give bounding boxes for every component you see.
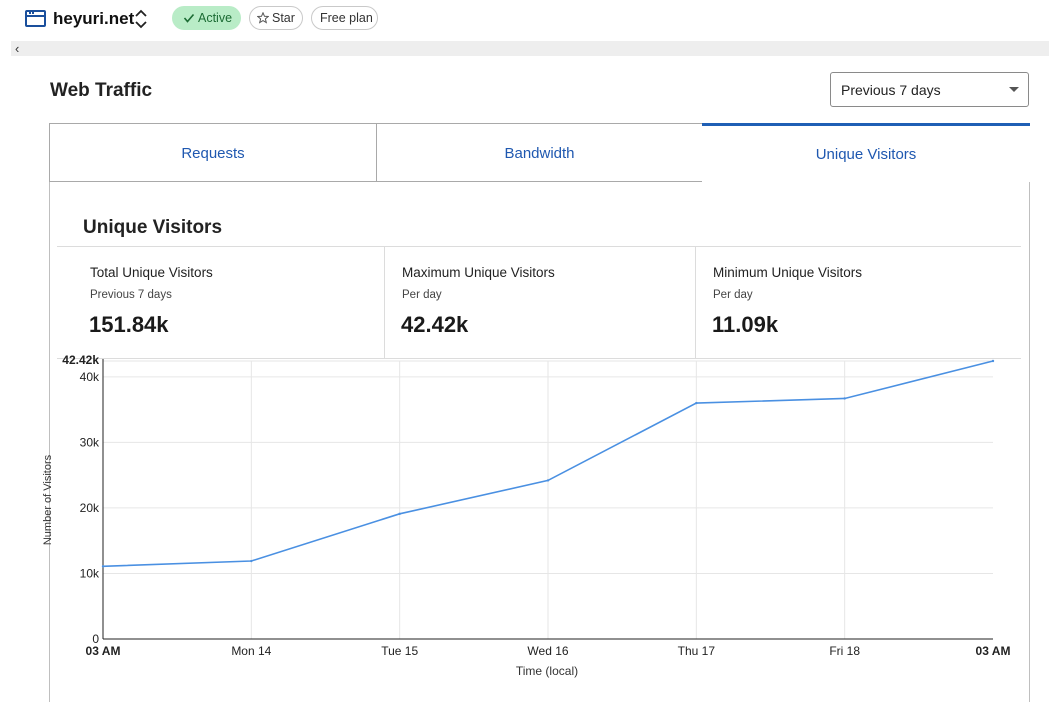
x-tick-label: 03 AM — [976, 644, 1011, 658]
x-tick-label: Thu 17 — [678, 644, 716, 658]
y-max-label: 42.42k — [62, 353, 99, 367]
time-range-value: Previous 7 days — [841, 82, 941, 98]
star-button-label: Star — [272, 11, 295, 25]
stat-minimum-unique-visitors: Minimum Unique Visitors Per day 11.09k — [695, 247, 1021, 358]
site-name[interactable]: heyuri.net — [53, 9, 135, 28]
caret-down-icon — [1009, 87, 1019, 92]
page-title: Web Traffic — [50, 80, 153, 101]
x-tick-label: Fri 18 — [829, 644, 860, 658]
plan-badge[interactable]: Free plan — [311, 6, 378, 30]
stat-subtitle: Per day — [713, 289, 753, 301]
stat-subtitle: Per day — [402, 289, 442, 301]
divider — [57, 246, 1021, 247]
data-point — [546, 479, 550, 482]
status-badge-label: Active — [198, 11, 233, 25]
x-axis-title: Time (local) — [516, 664, 578, 678]
stat-total-unique-visitors: Total Unique Visitors Previous 7 days 15… — [73, 247, 384, 358]
y-tick-label: 30k — [80, 435, 100, 449]
stat-label: Total Unique Visitors — [90, 265, 213, 280]
browser-window-icon — [25, 10, 46, 27]
data-point — [398, 512, 401, 516]
tab-unique-visitors[interactable]: Unique Visitors — [702, 123, 1030, 182]
stat-value: 42.42k — [401, 312, 469, 337]
data-point — [991, 359, 995, 363]
data-point — [843, 397, 846, 400]
time-range-select[interactable]: Previous 7 days — [830, 72, 1029, 107]
status-badge: Active — [172, 6, 241, 30]
y-tick-label: 0 — [92, 632, 99, 646]
x-tick-label: Tue 15 — [381, 644, 418, 658]
traffic-panel — [49, 123, 1030, 702]
stat-maximum-unique-visitors: Maximum Unique Visitors Per day 42.42k — [384, 247, 695, 358]
y-tick-label: 40k — [80, 370, 100, 384]
data-point — [250, 559, 253, 563]
stat-label: Minimum Unique Visitors — [713, 265, 863, 280]
stat-value: 151.84k — [89, 312, 169, 337]
y-tick-label: 20k — [80, 501, 100, 515]
chevron-left-icon[interactable]: ‹ — [15, 41, 20, 56]
chevron-up-down-icon[interactable] — [133, 8, 149, 30]
section-title: Unique Visitors — [83, 217, 223, 238]
x-tick-label: Wed 16 — [527, 644, 568, 658]
top-bar: heyuri.net Active Star Free plan — [0, 0, 1049, 38]
stat-label: Maximum Unique Visitors — [402, 265, 555, 280]
star-icon — [256, 11, 270, 24]
y-axis-title: Number of Visitors — [42, 454, 54, 545]
stat-subtitle: Previous 7 days — [90, 289, 172, 301]
check-icon — [183, 13, 195, 23]
data-point — [695, 401, 698, 405]
data-point — [101, 565, 105, 568]
divider — [57, 358, 1021, 359]
x-tick-label: 03 AM — [86, 644, 121, 658]
star-button[interactable]: Star — [249, 6, 303, 30]
y-tick-label: 10k — [80, 566, 100, 580]
tab-requests[interactable]: Requests — [49, 123, 377, 182]
stat-value: 11.09k — [712, 312, 779, 337]
collapse-bar[interactable]: ‹ — [11, 41, 1049, 56]
x-tick-label: Mon 14 — [231, 644, 271, 658]
tab-bandwidth[interactable]: Bandwidth — [376, 123, 703, 182]
